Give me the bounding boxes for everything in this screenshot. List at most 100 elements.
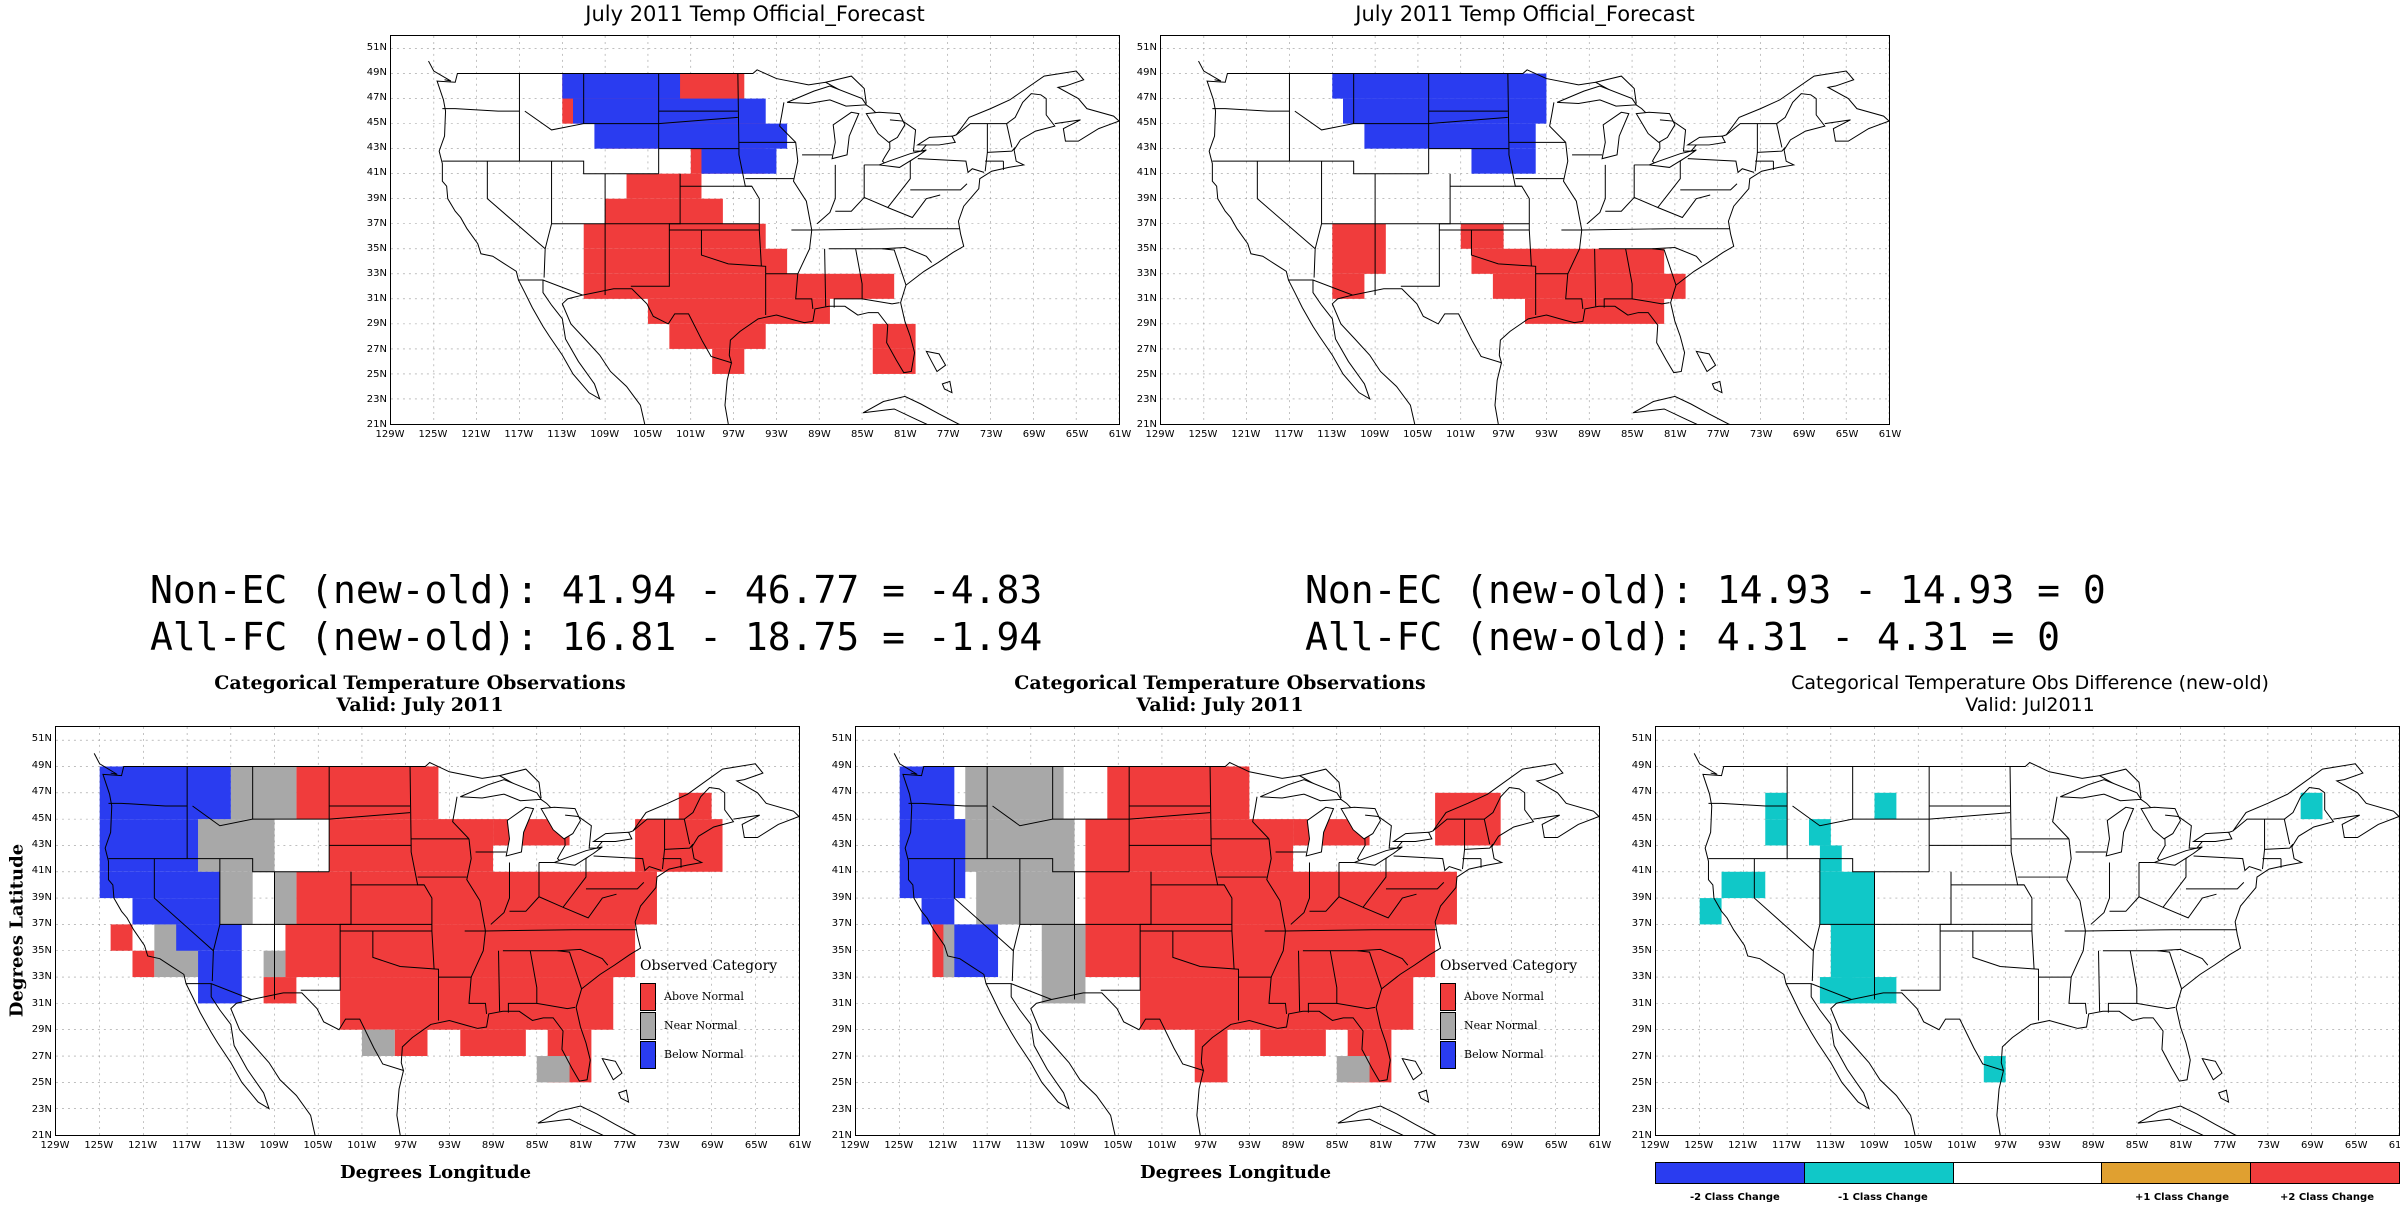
great-lake [1686,135,1727,146]
state-border [1632,298,1670,305]
state-border [300,871,352,991]
state-border [1594,248,1597,307]
state-border [1294,73,1355,131]
latitude-tick-label: 33N [366,268,387,280]
longitude-tick-label: 101W [676,429,706,440]
longitude-tick-label: 93W [765,429,788,440]
colorbar-label: -2 Class Change [1690,1192,1780,1203]
great-lake [1556,85,1638,107]
canada-coast [632,763,799,839]
state-border [543,161,553,278]
longitude-tick-label: 89W [1578,429,1601,440]
latitude-tick-label: 25N [31,1077,52,1089]
state-border [1940,930,2039,1021]
great-lake [1635,111,1676,143]
latitude-tick-label: 33N [31,971,52,983]
great-lake [1648,149,1697,168]
category-cell [1874,977,1897,1004]
longitude-tick-label: 105W [303,1140,333,1151]
legend-item-above: Above Normal [1440,982,1577,1011]
state-border [779,102,797,143]
category-cell [678,792,712,820]
latitude-tick-label: 21N [1136,419,1157,430]
longitude-tick-label: 89W [1281,1140,1305,1151]
state-border [1309,862,1340,912]
caribbean-island [537,1105,637,1135]
caribbean-island [1337,1105,1437,1135]
state-border [192,766,254,827]
longitude-tick-label: 69W [1501,1140,1524,1151]
state-border [524,73,585,131]
latitude-tick-label: 37N [1631,918,1652,930]
state-border [1586,164,1606,225]
great-lake [540,806,582,840]
great-lake [865,111,906,143]
us-map [391,36,1119,424]
canada-coast [889,119,925,152]
mexico-coast [518,279,601,401]
category-cell [1819,871,1875,925]
great-lake [831,111,860,160]
mexico-coast [1030,998,1116,1135]
longitude-tick-label: 77W [1413,1140,1437,1151]
state-border [1011,858,1021,982]
category-cell [965,766,1064,820]
longitude-tick-label: 73W [2257,1140,2280,1151]
legend-swatch [1440,982,1456,1011]
latitude-tick-label: 49N [366,66,387,78]
legend-swatch [640,1011,656,1040]
longitude-tick-label: 105W [1903,1140,1933,1151]
longitude-tick-label: 97W [1994,1140,2017,1151]
great-lake [1305,806,1335,857]
latitude-tick-label: 39N [366,192,387,204]
longitude-tick-label: 125W [418,429,448,440]
longitude-tick-label: 109W [1360,429,1390,440]
state-border [1792,766,1854,827]
latitude-tick-label: 29N [1631,1024,1652,1036]
mexico-coast [185,983,270,1110]
category-cell [198,819,275,872]
latitude-tick-label: 51N [1136,41,1157,53]
state-border [1687,158,1755,174]
category-cell [1830,924,1875,978]
latitude-tick-label: 35N [831,944,852,956]
category-cell [110,924,133,951]
mexico-coast [1494,362,1502,424]
latitude-tick-label: 33N [1631,971,1652,983]
caribbean-island [618,1089,630,1103]
category-cell [976,871,1075,925]
longitude-tick-label: 81W [2169,1140,2193,1151]
canada-coast [93,753,118,775]
mexico-coast [1785,983,1870,1110]
us-map [1656,727,2399,1135]
latitude-tick-label: 21N [366,419,387,430]
map-panel-top-right: July 2011 Temp Official_Forecast 51N 49N 4… [1120,0,1902,445]
longitude-tick-label: 69W [1792,429,1816,440]
state-border [683,819,691,845]
longitude-tick-label: 101W [1147,1140,1177,1151]
state-border [1290,862,1310,925]
map-frame [1160,35,1890,425]
longitude-tick-label: 61W [1878,429,1902,440]
latitude-tick-label: 35N [366,242,387,254]
state-border [2109,862,2140,912]
state-border [1753,858,1814,952]
us-outline [1702,761,2335,1082]
state-border [987,147,1016,153]
longitude-tick-label: 129W [40,1140,70,1151]
longitude-tick-label: 69W [2301,1140,2324,1151]
state-border [557,950,583,990]
longitude-tick-label: 105W [1403,429,1433,440]
longitude-tick-label: 85W [1325,1140,1349,1151]
category-cell [99,871,220,899]
caribbean-island [1401,1057,1423,1081]
mexico-coast [1996,1070,2004,1135]
longitude-tick-label: 129W [375,429,405,440]
canada-coast [2099,768,2142,799]
latitude-tick-label: 49N [1631,759,1652,771]
state-border [1680,183,1738,191]
longitude-tick-label: 125W [1684,1140,1714,1151]
longitude-tick-label: 77W [613,1140,637,1151]
state-border [502,948,609,966]
state-border [1581,228,1730,231]
